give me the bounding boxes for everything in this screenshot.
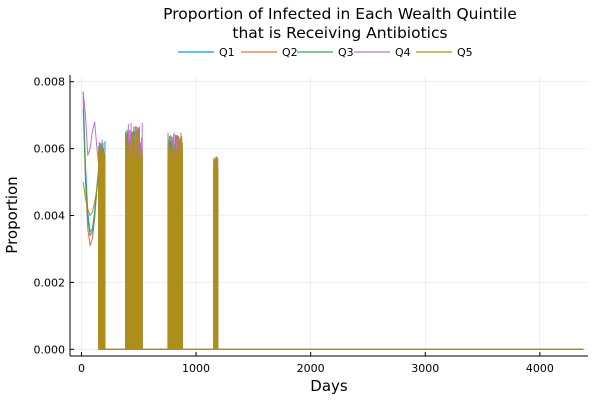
- x-tick-label: 4000: [526, 362, 554, 375]
- x-tick-label: 2000: [297, 362, 325, 375]
- grid-lines: [70, 75, 588, 356]
- legend-label-q5: Q5: [457, 46, 473, 59]
- y-tick-label: 0.004: [34, 210, 66, 223]
- series-line-q3: [82, 108, 584, 350]
- axes: [69, 75, 588, 357]
- series-line-q5: [82, 126, 584, 350]
- series-line-q4: [82, 91, 584, 350]
- x-tick-label: 0: [78, 362, 85, 375]
- plot-area: [82, 91, 584, 350]
- y-tick-label: 0.008: [34, 76, 66, 89]
- chart-legend: Q1 Q2 Q3 Q4 Q5: [178, 46, 473, 59]
- legend-label-q2: Q2: [282, 46, 298, 59]
- y-axis-label: Proportion: [3, 176, 21, 253]
- chart-title-line-2: that is Receiving Antibiotics: [232, 24, 447, 42]
- legend-label-q4: Q4: [395, 46, 411, 59]
- series-line-q1: [82, 91, 584, 350]
- y-tick-label: 0.006: [34, 143, 66, 156]
- y-tick-label: 0.000: [34, 343, 66, 356]
- x-axis-label: Days: [310, 377, 348, 395]
- y-tick-label: 0.002: [34, 276, 66, 289]
- chart-title-line-1: Proportion of Infected in Each Wealth Qu…: [163, 5, 517, 23]
- legend-label-q1: Q1: [219, 46, 235, 59]
- series-line-q2: [82, 98, 584, 350]
- legend-label-q3: Q3: [338, 46, 354, 59]
- y-tick-labels: 0.000 0.002 0.004 0.006 0.008: [34, 76, 66, 357]
- x-tick-labels: 0 1000 2000 3000 4000: [78, 362, 554, 375]
- x-tick-label: 3000: [411, 362, 439, 375]
- x-tick-label: 1000: [182, 362, 210, 375]
